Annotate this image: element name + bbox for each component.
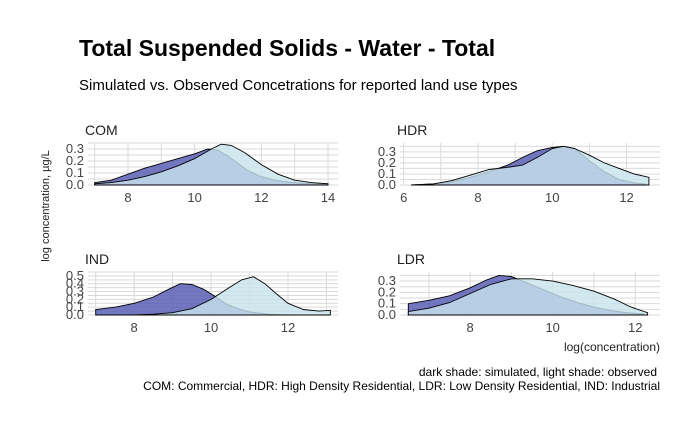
y-tick-label: 0.2 <box>66 153 84 168</box>
y-tick-label: 0.2 <box>66 291 84 306</box>
x-tick-label: 8 <box>124 190 131 205</box>
panel-label: HDR <box>397 122 427 138</box>
panel-hdr: HDR 6 8 10 12 0.00.10.20.3 <box>378 122 660 205</box>
density-observed <box>411 145 650 186</box>
y-tick-label: 0.3 <box>378 273 396 288</box>
panel-label: IND <box>85 251 109 267</box>
x-axis-label: log(concentration) <box>563 340 660 354</box>
x-tick-label: 14 <box>321 190 335 205</box>
y-tick-label: 0.0 <box>66 177 84 192</box>
density-observed <box>407 278 649 316</box>
x-tick-label: 10 <box>545 320 559 335</box>
x-tick-label: 12 <box>628 320 642 335</box>
panel-label: COM <box>85 122 118 138</box>
x-tick-label: 6 <box>400 190 407 205</box>
y-tick-label: 0.1 <box>66 299 84 314</box>
y-tick-label: 0.5 <box>66 268 84 283</box>
y-tick-label: 0.4 <box>66 276 84 291</box>
x-tick-label: 8 <box>474 190 481 205</box>
density-observed <box>95 276 331 316</box>
panel-ldr: LDR 8 10 12 0.00.10.20.3 <box>378 251 660 335</box>
panel-ind: IND 8 10 12 0.00.10.20.30.40.5 <box>66 251 338 335</box>
caption-landuse: COM: Commercial, HDR: High Density Resid… <box>143 379 660 393</box>
y-tick-label: 0.1 <box>378 166 396 181</box>
y-tick-label: 0.0 <box>378 307 396 322</box>
density-observed <box>94 143 329 186</box>
y-tick-label: 0.1 <box>66 165 84 180</box>
x-tick-label: 12 <box>254 190 268 205</box>
x-tick-label: 12 <box>281 320 295 335</box>
x-tick-label: 10 <box>204 320 218 335</box>
y-tick-label: 0.0 <box>378 177 396 192</box>
chart-subtitle: Simulated vs. Observed Concetrations for… <box>79 77 518 94</box>
y-tick-label: 0.3 <box>378 144 396 159</box>
panel-com: COM 8 10 12 14 0.00.10.20.3 <box>66 122 338 205</box>
x-tick-label: 8 <box>131 320 138 335</box>
y-tick-label: 0.0 <box>66 307 84 322</box>
caption-shading: dark shade: simulated, light shade: obse… <box>418 365 657 379</box>
x-tick-label: 10 <box>545 190 559 205</box>
y-tick-label: 0.3 <box>66 284 84 299</box>
chart-title: Total Suspended Solids - Water - Total <box>79 35 496 61</box>
y-tick-label: 0.2 <box>378 155 396 170</box>
x-tick-label: 10 <box>187 190 201 205</box>
x-tick-label: 12 <box>619 190 633 205</box>
panel-label: LDR <box>397 251 425 267</box>
y-tick-label: 0.3 <box>66 141 84 156</box>
y-tick-label: 0.2 <box>378 284 396 299</box>
y-tick-label: 0.1 <box>378 296 396 311</box>
x-tick-label: 8 <box>467 320 474 335</box>
